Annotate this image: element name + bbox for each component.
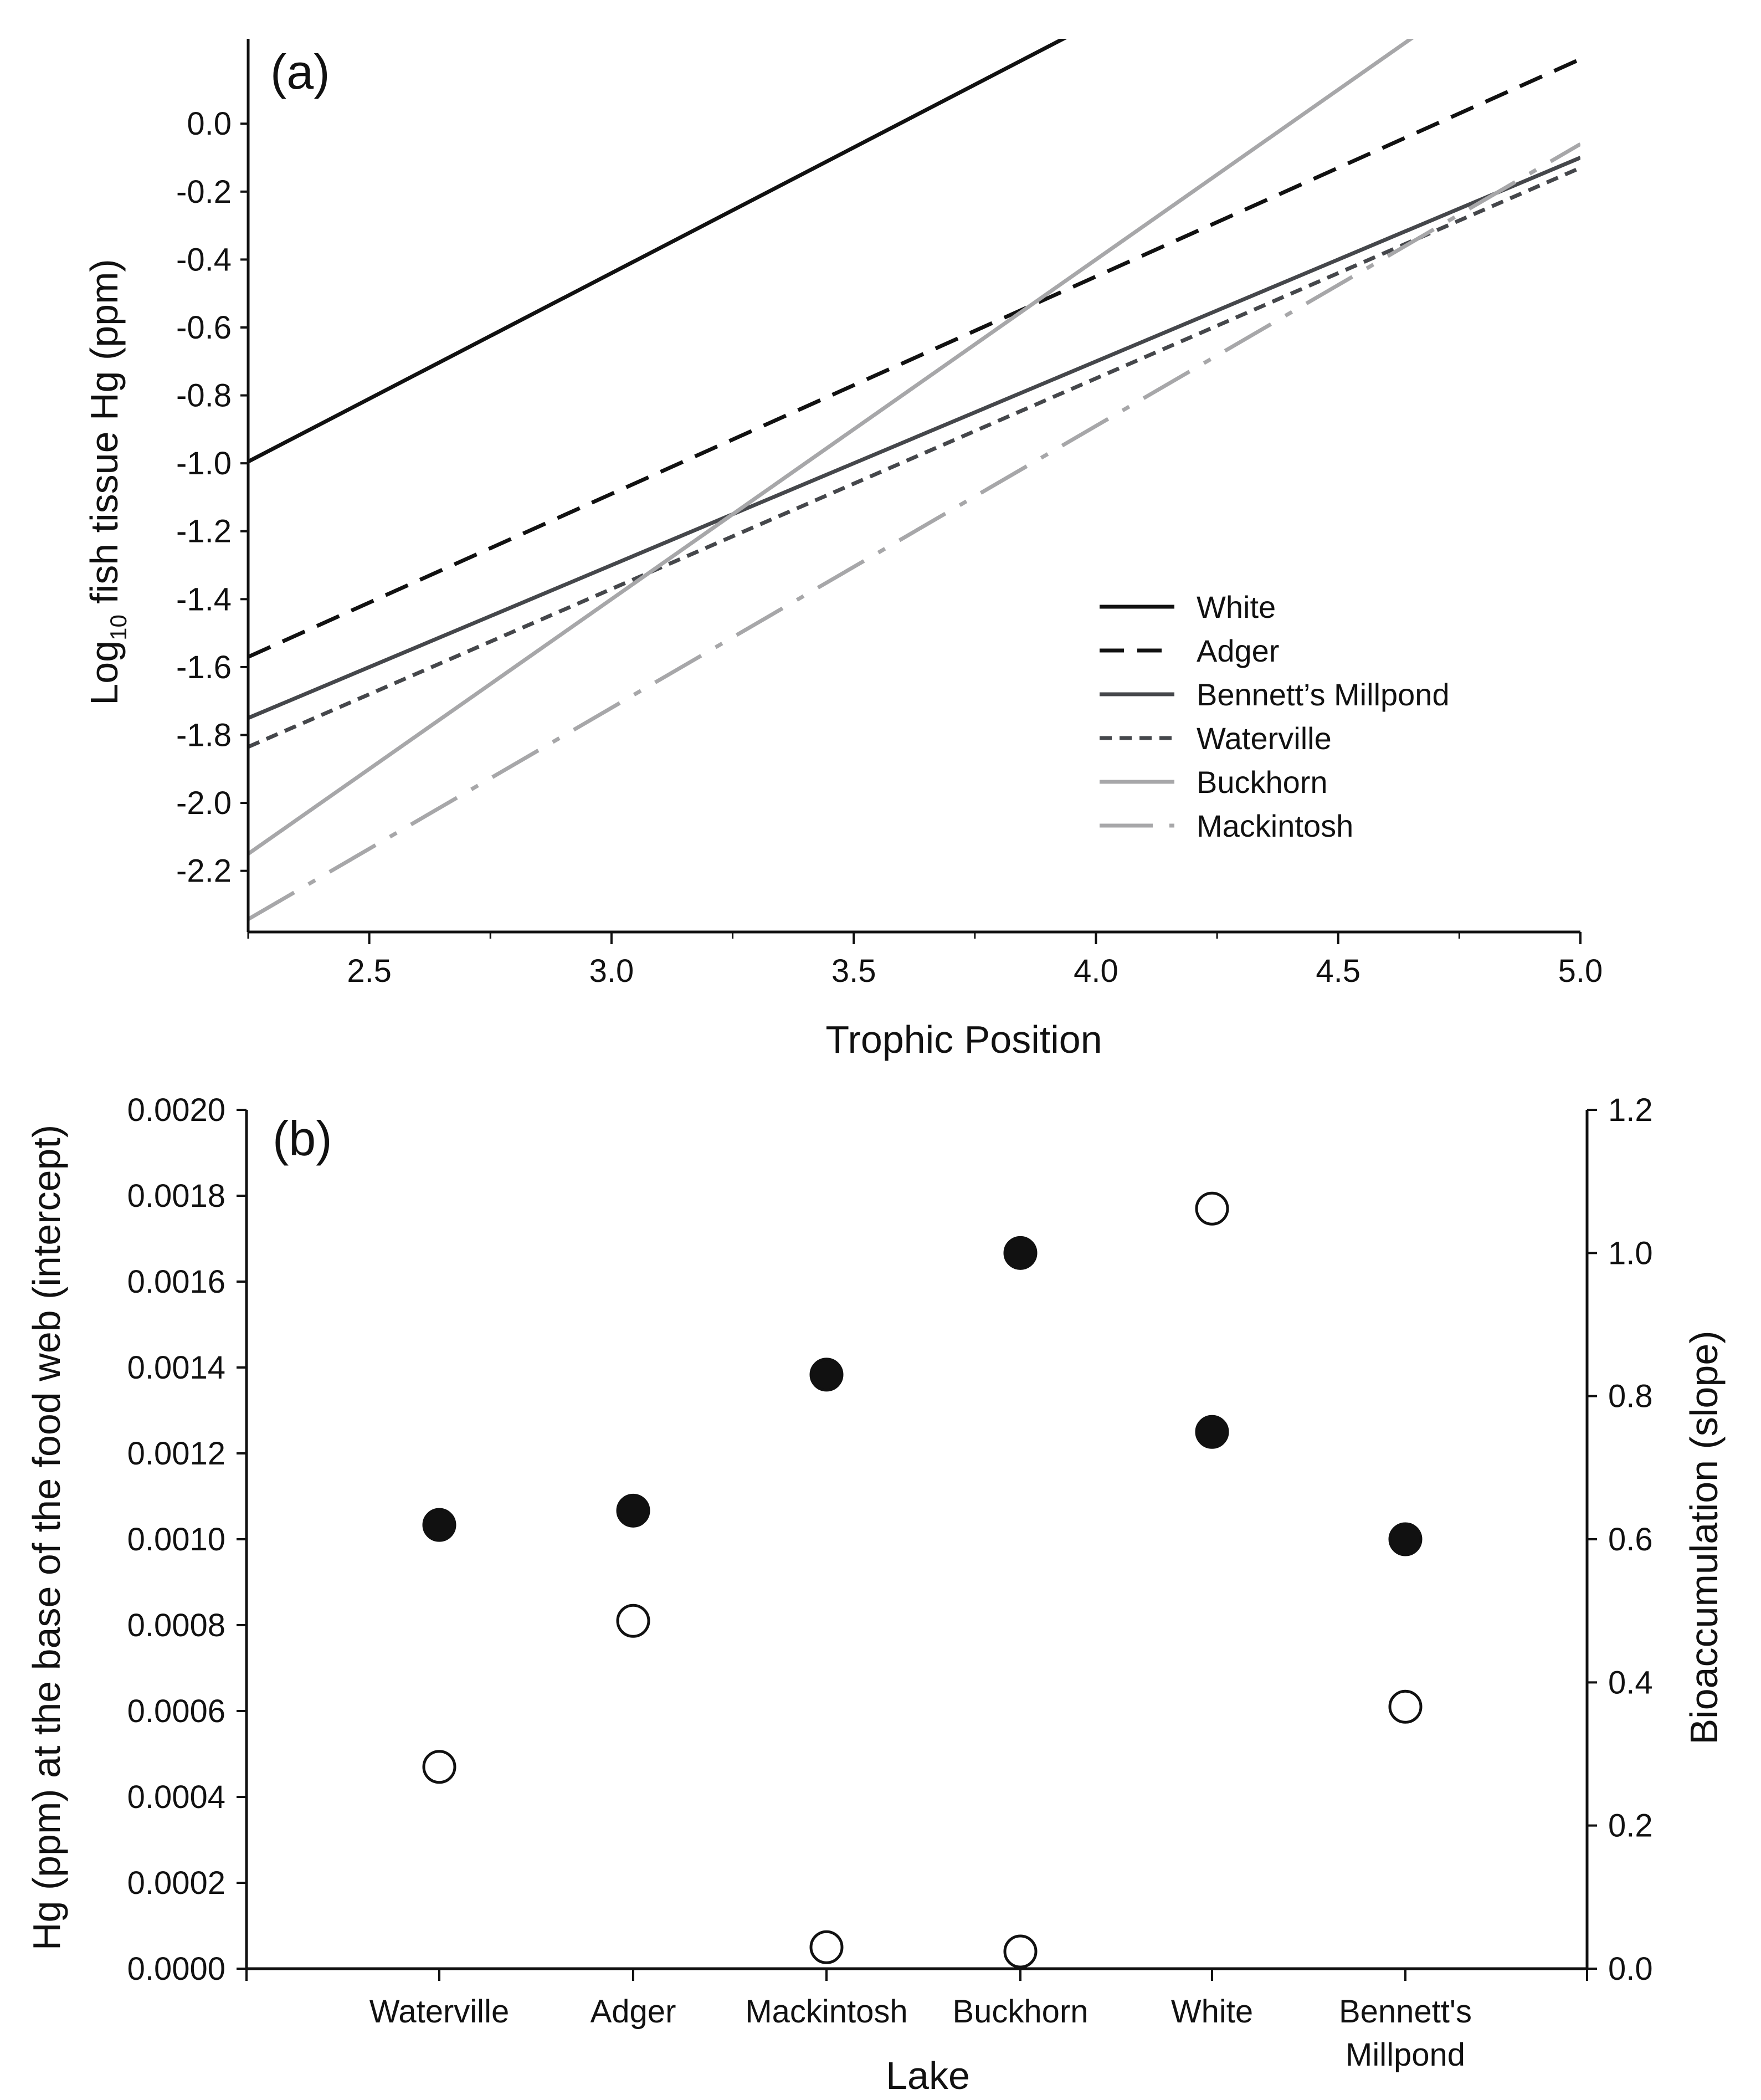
panel-b-left-y-tick-label: 0.0008 (127, 1607, 225, 1643)
panel-b-category-label-line: Waterville (369, 1994, 509, 2030)
panel-b-scatter-chart: 0.00000.00020.00040.00060.00080.00100.00… (25, 1092, 1726, 2097)
series-line-white (248, 39, 1067, 464)
panel-b-right-y-tick-label: 0.8 (1608, 1379, 1653, 1415)
series-line-adger (248, 57, 1580, 659)
intercept-point-buckhorn (1003, 1934, 1038, 1969)
panel-b-left-y-tick-label: 0.0002 (127, 1865, 225, 1901)
panel-b-label: (b) (273, 1111, 332, 1166)
series-line-waterville (248, 166, 1580, 749)
panel-a-x-tick-label: 3.0 (589, 953, 634, 989)
panel-b-category-label-line: White (1171, 1994, 1253, 2030)
panel-a-y-tick-label: -1.2 (176, 514, 232, 550)
panel-b-left-y-tick-label: 0.0018 (127, 1178, 225, 1214)
panel-b-category-label-line: Buckhorn (952, 1994, 1088, 2030)
panel-a-y-tick-label: 0.0 (187, 106, 232, 142)
panel-b-left-y-tick-label: 0.0004 (127, 1779, 225, 1815)
intercept-point-waterville (422, 1750, 456, 1784)
panel-b-category-label-bennett-s-millpond: Bennett's Millpond (1339, 1994, 1472, 2073)
panel-a-series-lines (248, 39, 1580, 921)
slope-point-buckhorn (1003, 1236, 1038, 1270)
panel-b-x-axis-title: Lake (886, 2054, 970, 2097)
panel-b-right-y-axis-title: Bioaccumulation (slope) (1682, 1330, 1726, 1744)
panel-b-left-y-tick-label: 0.0000 (127, 1951, 225, 1987)
panel-b-right-y-tick-label: 1.2 (1608, 1092, 1653, 1128)
panel-b-left-y-tick-label: 0.0006 (127, 1693, 225, 1729)
panel-a-x-tick-label: 5.0 (1558, 953, 1603, 989)
panel-a-y-tick-label: -2.0 (176, 785, 232, 821)
panel-b-category-label-mackintosh: Mackintosh (745, 1994, 907, 2030)
panel-a-y-axis-title-log: Log (83, 641, 126, 705)
series-line-bennett-s-millpond (248, 156, 1580, 720)
panel-a-x-tick-label: 3.5 (831, 953, 876, 989)
panel-b-right-y-tick-label: 0.4 (1608, 1664, 1653, 1701)
panel-a-x-axis-title: Trophic Position (825, 1018, 1102, 1061)
panel-b-left-y-axis-title: Hg (ppm) at the base of the food web (in… (25, 1125, 68, 1950)
panel-b-category-label-adger: Adger (591, 1994, 676, 2030)
panel-b-category-label-line: Mackintosh (745, 1994, 907, 2030)
intercept-point-white (1195, 1191, 1229, 1226)
panel-b-category-label-line: Adger (591, 1994, 676, 2030)
panel-b-left-y-tick-label: 0.0020 (127, 1092, 225, 1128)
panel-b-right-y-tick-label: 0.0 (1608, 1951, 1653, 1987)
panel-a-y-tick-label: -1.0 (176, 445, 232, 482)
panel-a-y-axis-title-text: fish tissue Hg (ppm) (83, 259, 126, 614)
legend-label-buckhorn: Buckhorn (1197, 765, 1328, 800)
intercept-point-bennett-s-millpond (1388, 1689, 1423, 1724)
panel-a-y-tick-label: -0.8 (176, 378, 232, 414)
panel-b-left-y-tick-label: 0.0014 (127, 1350, 225, 1386)
slope-point-white (1195, 1415, 1229, 1449)
panel-a-y-tick-label: -1.8 (176, 718, 232, 754)
legend-label-waterville: Waterville (1197, 721, 1332, 756)
panel-a-y-tick-label: -0.4 (176, 242, 232, 278)
panel-a-y-tick-label: -1.6 (176, 649, 232, 685)
panel-a-label: (a) (270, 44, 330, 99)
legend-label-bennett-s-millpond: Bennett’s Millpond (1197, 677, 1450, 712)
panel-a-y-tick-label: -0.6 (176, 310, 232, 346)
legend-label-white: White (1197, 590, 1276, 624)
panel-b-right-y-tick-label: 0.2 (1608, 1808, 1653, 1844)
panel-b-right-y-ticks: 0.0 0.2 0.4 0.6 0.8 1.0 1.2 (1587, 1092, 1653, 1987)
panel-b-right-y-tick-label: 1.0 (1608, 1235, 1653, 1271)
panel-a-x-ticks: 2.5 3.0 3.5 4.0 4.5 5.0 (247, 932, 1603, 989)
intercept-point-mackintosh (809, 1930, 844, 1964)
panel-b-left-y-tick-label: 0.0016 (127, 1264, 225, 1300)
series-line-mackintosh (248, 142, 1580, 921)
panel-a-y-ticks: 0.0 -0.2 -0.4 -0.6 -0.8 -1.0 -1.2 -1.4 -1.6 -1.8 -… (176, 106, 248, 889)
panel-b-category-label-waterville: Waterville (369, 1994, 509, 2030)
panel-a-y-tick-label: -0.2 (176, 174, 232, 210)
panel-a-x-tick-label: 4.0 (1074, 953, 1118, 989)
series-line-buckhorn (248, 39, 1415, 856)
panel-a-x-tick-label: 4.5 (1316, 953, 1360, 989)
panel-a-y-tick-label: -2.2 (176, 853, 232, 889)
intercept-point-adger (616, 1604, 650, 1638)
panel-a-x-tick-label: 2.5 (347, 953, 392, 989)
slope-point-mackintosh (809, 1358, 844, 1392)
panel-b-category-label-buckhorn: Buckhorn (952, 1994, 1088, 2030)
panel-b-left-y-tick-label: 0.0010 (127, 1522, 225, 1558)
panel-b-x-ticks: Waterville Adger Mackintosh Buckhorn White Be… (245, 1969, 1588, 2073)
panel-a-line-chart: 2.5 3.0 3.5 4.0 4.5 5.0 0.0 -0.2 -0.4 -0.6 -0.8 -1… (83, 39, 1603, 1061)
panel-b-category-label-line: Bennett's (1339, 1994, 1472, 2030)
slope-point-adger (616, 1493, 650, 1528)
panel-a-y-tick-label: -1.4 (176, 581, 232, 617)
panel-b-category-label-line: Millpond (1346, 2037, 1465, 2073)
legend-label-mackintosh: Mackintosh (1197, 808, 1353, 843)
legend-label-adger: Adger (1197, 633, 1279, 668)
panel-a-legend: White Adger Bennett’s Millpond Waterville Bu… (1100, 590, 1450, 843)
panel-b-right-y-tick-label: 0.6 (1608, 1522, 1653, 1558)
slope-point-waterville (422, 1508, 456, 1542)
panel-a-y-axis-title-subscript: 10 (105, 614, 131, 641)
panel-a-y-axis-title: Log10 fish tissue Hg (ppm) (83, 259, 131, 705)
slope-point-bennett-s-millpond (1388, 1522, 1423, 1556)
panel-b-category-label-white: White (1171, 1994, 1253, 2030)
panel-b-points (422, 1191, 1423, 1969)
panel-b-left-y-ticks: 0.0000 0.0002 0.0004 0.0006 0.0008 0.0010 0.00… (127, 1092, 247, 1987)
panel-b-left-y-tick-label: 0.0012 (127, 1436, 225, 1472)
